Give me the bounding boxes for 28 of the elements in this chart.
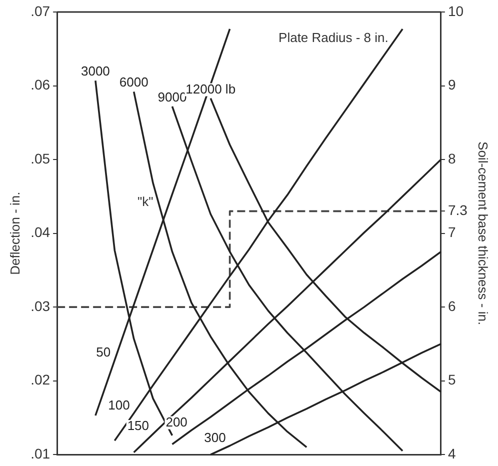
series-label: 12000 lb — [186, 81, 236, 96]
y-tick-label: .05 — [30, 150, 50, 166]
y-tick-label: .07 — [30, 2, 50, 19]
series-label: 150 — [127, 418, 150, 434]
series-label: 50 — [96, 344, 111, 360]
y2-tick-label: 4 — [448, 445, 456, 462]
y-axis-title: Deflection - in. — [7, 192, 22, 275]
y-tick-label: .01 — [30, 445, 50, 462]
y2-tick-label: 10 — [448, 2, 464, 19]
y2-tick-label: 9 — [448, 76, 456, 93]
y2-tick-label: 7.3 — [448, 202, 468, 218]
annotation: Plate Radius - 8 in. — [278, 30, 388, 46]
series-label: 200 — [166, 414, 188, 430]
series-label: 100 — [108, 397, 130, 412]
y2-tick-label: 7 — [448, 224, 456, 240]
annotation: "k" — [137, 194, 154, 209]
y2-tick-label: 6 — [448, 298, 456, 314]
y2-axis-title: Soil-cement base thickness - in. — [476, 142, 491, 326]
series-label: 9000 — [158, 90, 187, 104]
series-label: 300 — [204, 430, 226, 445]
y-tick-label: .06 — [30, 76, 50, 93]
y2-tick-label: 8 — [448, 150, 456, 166]
y2-tick-label: 5 — [448, 372, 456, 388]
y-tick-label: .03 — [30, 298, 50, 314]
series-label: 6000 — [119, 74, 148, 90]
series-label: 3000 — [80, 64, 110, 79]
y-tick-label: .04 — [30, 224, 50, 240]
y-tick-label: .02 — [30, 372, 50, 388]
